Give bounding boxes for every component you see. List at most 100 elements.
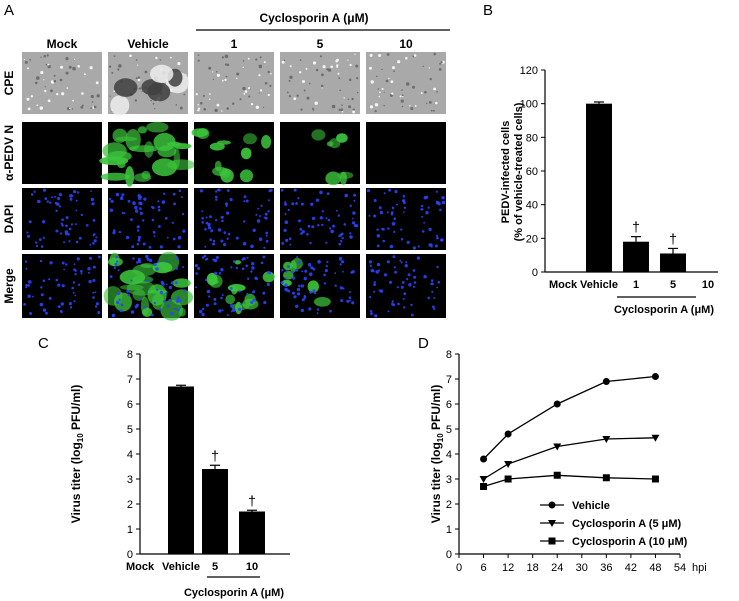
c-group-label: Cyclosporin A (μM) bbox=[184, 587, 284, 599]
legend-marker-0 bbox=[548, 501, 556, 509]
x-tick-label: 36 bbox=[600, 562, 612, 574]
d-ylabel-sub: 10 bbox=[436, 433, 445, 442]
column-headers: Mock Vehicle 1 5 10 bbox=[47, 37, 413, 51]
dagger-annotation: † bbox=[669, 230, 677, 246]
c-ylabel-sub: 10 bbox=[76, 433, 85, 442]
y-tick-label: 1 bbox=[446, 524, 452, 536]
series-1-point bbox=[651, 434, 660, 442]
micrograph-2-1 bbox=[108, 188, 188, 250]
y-tick-label: 0 bbox=[127, 549, 133, 561]
bar bbox=[586, 103, 612, 273]
column-header-0: Mock bbox=[47, 37, 78, 51]
dagger-annotation: † bbox=[632, 219, 640, 235]
x-tick-label: 5 bbox=[212, 561, 218, 573]
micrograph-3-0 bbox=[22, 254, 102, 318]
y-tick-label: 0 bbox=[446, 549, 452, 561]
b-ylabel-line1: PEDV-infected cells bbox=[500, 121, 512, 224]
y-tick-label: 4 bbox=[127, 449, 133, 461]
d-ylabel: Virus titer (log10 PFU/ml) bbox=[429, 385, 445, 524]
y-tick-label: 8 bbox=[127, 349, 133, 361]
series-0-point bbox=[553, 400, 561, 408]
x-tick-label: Mock bbox=[549, 279, 578, 291]
image-grid bbox=[22, 52, 446, 321]
row-header-1: α-PEDV N bbox=[2, 125, 16, 181]
x-tick-label: Vehicle bbox=[162, 561, 200, 573]
x-tick-label: 18 bbox=[527, 562, 539, 574]
series-0-point bbox=[602, 378, 610, 385]
panel-c: C Virus titer (log10 PFU/ml) 012345678Mo… bbox=[38, 335, 290, 599]
panel-d-letter: D bbox=[418, 335, 429, 352]
bar bbox=[239, 511, 265, 554]
micrograph-2-0 bbox=[22, 188, 102, 250]
series-0-point bbox=[480, 455, 488, 463]
column-header-1: Vehicle bbox=[127, 37, 169, 51]
x-tick-label: 0 bbox=[456, 562, 462, 574]
d-ylabel-post: PFU/ml) bbox=[429, 385, 443, 434]
legend-label-2: Cyclosporin A (10 μM) bbox=[572, 536, 688, 548]
panel-a: A Cyclosporin A (μM) Mock Vehicle 1 5 10 CPE… bbox=[2, 2, 450, 321]
c-ylabel: Virus titer (log10 PFU/ml) bbox=[69, 385, 85, 524]
x-tick-label: 42 bbox=[625, 562, 637, 574]
series-line-1 bbox=[483, 437, 656, 480]
series-1-point bbox=[504, 461, 513, 468]
x-tick-label: 10 bbox=[702, 279, 714, 291]
series-0-point bbox=[651, 373, 659, 380]
y-tick-label: 1 bbox=[127, 524, 133, 536]
micrograph-0-2 bbox=[194, 52, 274, 114]
column-header-2: 1 bbox=[231, 37, 238, 51]
bar bbox=[168, 386, 194, 554]
series-2-point bbox=[651, 475, 659, 483]
y-tick-label: 80 bbox=[526, 132, 538, 144]
legend-marker-1 bbox=[548, 520, 556, 527]
micrograph-1-2 bbox=[191, 122, 274, 184]
y-tick-label: 6 bbox=[446, 399, 452, 411]
micrograph-2-2 bbox=[194, 188, 274, 250]
y-tick-label: 4 bbox=[446, 449, 452, 461]
chart-c: 0 1 2 3 4 5 6 7 8 Mock Vehicle † 5 † 10 bbox=[126, 349, 290, 573]
b-ylabel-line2: (% of vehicle-treated cells) bbox=[513, 102, 525, 241]
x-tick-label: 1 bbox=[633, 279, 639, 291]
row-header-2: DAPI bbox=[2, 205, 16, 234]
y-tick-label: 6 bbox=[127, 399, 133, 411]
panel-c-letter: C bbox=[38, 335, 49, 352]
y-tick-label: 2 bbox=[446, 499, 452, 511]
series-1-point bbox=[602, 436, 611, 443]
y-tick-label: 7 bbox=[127, 374, 133, 386]
y-tick-label: 3 bbox=[446, 474, 452, 486]
c-ylabel-post: PFU/ml) bbox=[69, 385, 83, 434]
chart-b: 0 20 40 60 80 100 120 Mock Vehicle † 1 † 5 10 bbox=[520, 65, 718, 291]
x-tick-label: 48 bbox=[649, 562, 661, 574]
x-tick-label: Mock bbox=[126, 561, 155, 573]
series-1-point bbox=[479, 476, 488, 483]
panel-b-letter: B bbox=[483, 2, 493, 19]
y-tick-label: 100 bbox=[520, 99, 538, 111]
dagger-annotation: † bbox=[248, 492, 256, 508]
micrograph-3-3 bbox=[280, 254, 360, 318]
y-tick-label: 2 bbox=[127, 499, 133, 511]
row-header-3: Merge bbox=[2, 268, 16, 304]
micrograph-3-1 bbox=[103, 251, 194, 321]
series-2-point bbox=[602, 474, 610, 482]
x-tick-label: 12 bbox=[502, 562, 514, 574]
series-1-point bbox=[553, 443, 562, 451]
bar bbox=[202, 469, 228, 554]
series-0-point bbox=[504, 430, 512, 438]
b-group-label: Cyclosporin A (μM) bbox=[614, 304, 714, 316]
d-ylabel-pre: Virus titer (log bbox=[429, 442, 443, 523]
micrograph-2-3 bbox=[280, 188, 360, 250]
y-tick-label: 7 bbox=[446, 374, 452, 386]
micrograph-1-0 bbox=[22, 122, 102, 184]
x-tick-label: 10 bbox=[246, 561, 258, 573]
column-header-4: 10 bbox=[399, 37, 413, 51]
row-header-0: CPE bbox=[2, 71, 16, 96]
micrograph-0-4 bbox=[366, 52, 446, 114]
micrograph-1-1 bbox=[99, 121, 196, 187]
y-tick-label: 5 bbox=[127, 424, 133, 436]
micrograph-3-4 bbox=[366, 254, 446, 318]
bar bbox=[623, 241, 649, 272]
legend-label-1: Cyclosporin A (5 μM) bbox=[572, 518, 682, 530]
micrograph-0-3 bbox=[280, 52, 360, 114]
series-2-point bbox=[480, 483, 488, 490]
